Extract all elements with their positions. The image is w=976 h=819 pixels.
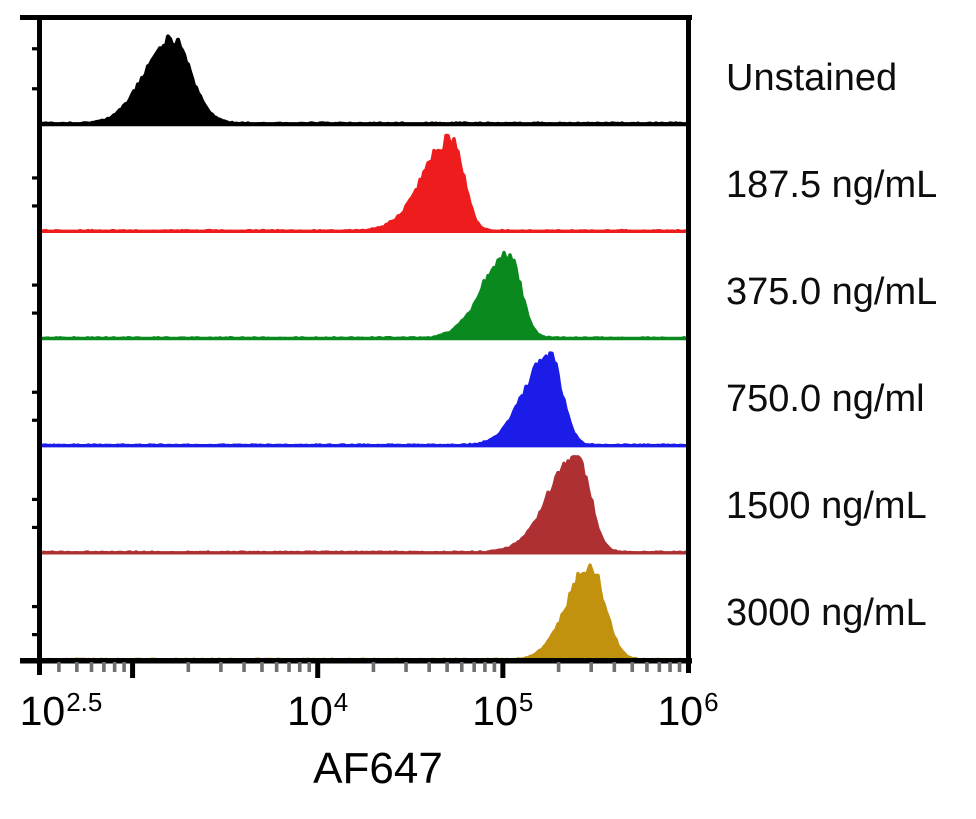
tick-base: 10 [19,688,66,734]
y-minor-tick [32,390,38,394]
series-label-3000-ng-ml: 3000 ng/mL [726,592,927,635]
x-minor-tick [89,662,94,672]
x-minor-tick [274,662,279,672]
x-minor-tick [371,662,376,672]
x-minor-tick [404,662,408,672]
series-label-375-0-ng-ml: 375.0 ng/mL [726,271,938,314]
tick-exponent: 5 [518,687,534,717]
y-minor-tick [32,47,38,51]
series-label-187-5-ng-ml: 187.5 ng/mL [726,163,938,206]
tick-base: 10 [657,688,704,734]
x-tick-label-1e5: 105 [472,688,533,734]
x-minor-tick [630,662,635,672]
y-minor-tick [32,176,38,180]
x-minor-tick [297,662,302,672]
x-axis-line [20,658,692,664]
x-minor-tick [483,662,487,672]
y-minor-tick [32,204,38,208]
histogram-375-0-ng-ml [38,250,690,341]
x-minor-tick [57,662,61,672]
x-minor-tick [186,662,191,672]
histogram-3000-ng-ml [38,563,690,662]
y-minor-tick [32,311,38,315]
x-minor-tick [260,662,264,672]
x-minor-tick [219,662,223,672]
y-minor-tick [32,87,38,91]
x-axis-title: AF647 [313,744,443,793]
y-minor-tick [32,633,38,637]
y-minor-tick [32,605,38,609]
y-axis-line [37,15,42,675]
x-minor-tick [645,662,649,672]
tick-exponent: 2.5 [66,687,103,717]
x-major-tick-1e3 [130,662,136,678]
x-minor-tick [122,662,126,672]
x-minor-tick [472,662,476,672]
x-minor-tick [459,662,464,672]
x-minor-tick [677,662,682,672]
series-label-1500-ng-ml: 1500 ng/mL [726,485,927,528]
x-minor-tick [102,662,106,672]
x-minor-tick [445,662,449,672]
x-minor-tick [492,662,497,672]
histogram-187-5-ng-ml [38,133,690,233]
y-minor-tick [32,525,38,530]
tick-base: 10 [472,688,518,734]
x-minor-tick [242,662,246,672]
y-minor-tick [32,497,38,502]
x-tick-label-1e6: 106 [657,688,718,734]
tick-exponent: 4 [333,687,349,717]
histogram-unstained [37,34,691,127]
y-minor-tick [32,418,38,422]
x-minor-tick [112,662,117,672]
x-major-tick-1e4 [315,662,321,678]
x-minor-tick [75,662,79,672]
x-tick-label-1e2.5: 102.5 [19,688,103,734]
series-label-750-0-ng-ml: 750.0 ng/ml [726,378,925,421]
series-label-unstained: Unstained [726,56,898,99]
x-minor-tick [589,662,593,672]
x-minor-tick [556,662,561,672]
x-minor-tick [612,662,617,672]
x-major-tick-1e5 [500,662,506,678]
x-minor-tick [307,662,312,672]
x-tick-label-1e4: 104 [287,688,348,734]
x-minor-tick [657,662,662,672]
x-minor-tick [427,662,431,672]
x-minor-tick [668,662,672,672]
y-minor-tick [32,283,38,287]
histogram-750-0-ng-ml [38,351,690,448]
x-minor-tick [287,662,291,672]
histogram-1500-ng-ml [38,455,690,555]
tick-base: 10 [287,688,333,734]
plot-top-border [20,15,692,20]
plot-right-border [686,15,691,673]
tick-exponent: 6 [704,687,719,717]
